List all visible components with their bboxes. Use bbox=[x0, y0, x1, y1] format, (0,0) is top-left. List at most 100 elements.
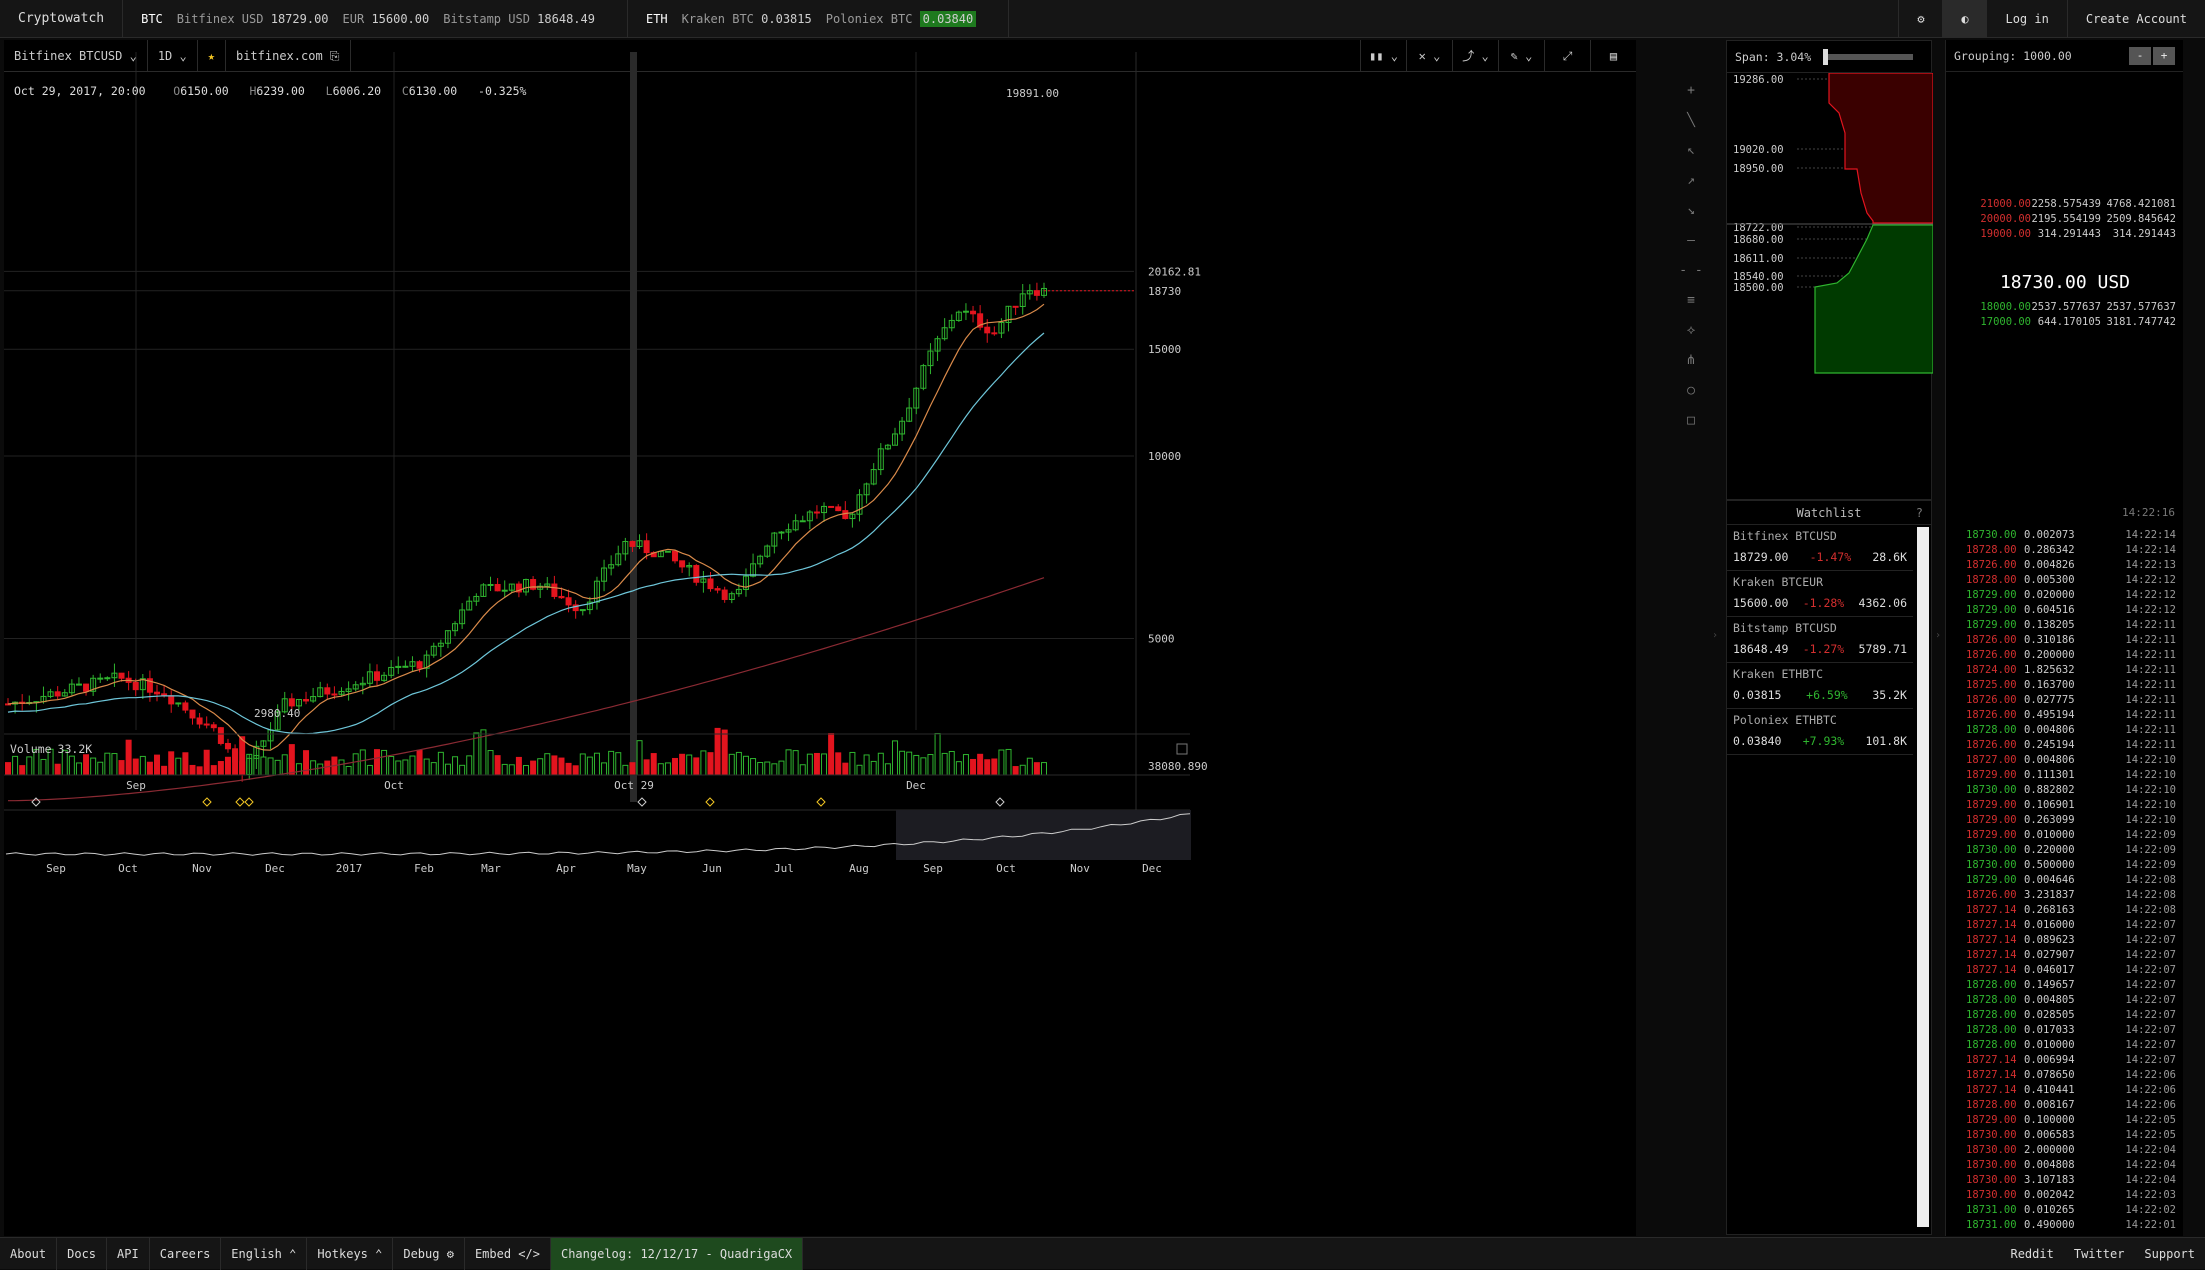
arrow-up-tool-icon[interactable]: ↗ bbox=[1687, 173, 1695, 188]
create-account-button[interactable]: Create Account bbox=[2066, 0, 2205, 38]
orderbook-total: 4768.421081 bbox=[2106, 198, 2176, 210]
orderbook-row[interactable]: 17000.00 644.170105 3181.747742 bbox=[1946, 315, 2184, 330]
slider-handle[interactable] bbox=[1823, 48, 1829, 65]
event-marker[interactable] bbox=[31, 797, 41, 807]
period-selector[interactable]: 1D ⌄ bbox=[148, 39, 198, 72]
panel-splitter-left[interactable]: › bbox=[1710, 40, 1722, 1236]
exchange-link[interactable]: bitfinex.com ⎘ bbox=[226, 39, 351, 72]
hotkeys-menu[interactable]: Hotkeys ⌃ bbox=[307, 1237, 394, 1270]
watchlist-item[interactable]: Poloniex ETHBTC 0.03840 +7.93% 101.8K bbox=[1727, 709, 1913, 755]
watchlist-scrollbar[interactable] bbox=[1917, 527, 1929, 1227]
trade-row: 18724.00 1.825632 14:22:11 bbox=[1946, 663, 2184, 678]
ticker-bitstamp-usd[interactable]: Bitstamp USD 18648.49 bbox=[443, 11, 595, 26]
contrast-icon[interactable]: ◐ bbox=[1942, 0, 1987, 38]
low-label: 2980.40 bbox=[254, 707, 300, 720]
docs-link[interactable]: Docs bbox=[57, 1237, 108, 1270]
ticker-bitfinex-usd[interactable]: Bitfinex USD 18729.00 bbox=[176, 11, 329, 26]
fan-tool-icon[interactable]: ⋔ bbox=[1685, 353, 1697, 368]
trade-amount: 0.046017 bbox=[2024, 964, 2075, 976]
span-slider[interactable] bbox=[1823, 48, 1914, 65]
btc-ticker-group[interactable]: BTC Bitfinex USD 18729.00 EUR 15600.00 B… bbox=[123, 0, 628, 38]
orderbook-row[interactable]: 18000.00 2537.577637 2537.577637 bbox=[1946, 300, 2184, 315]
watchlist-item-name: Kraken BTCEUR bbox=[1733, 575, 1824, 589]
gear-icon[interactable]: ⚙ bbox=[1898, 0, 1942, 38]
trade-price: 18730.00 bbox=[1966, 1189, 2017, 1201]
watchlist-item-values: 15600.00 -1.28% 4362.06 bbox=[1733, 596, 1907, 610]
ticker-kraken-btc[interactable]: Kraken BTC 0.03815 bbox=[681, 11, 812, 26]
trade-price: 18725.00 bbox=[1966, 679, 2017, 691]
login-button[interactable]: Log in bbox=[1986, 0, 2066, 38]
close-volume-icon[interactable] bbox=[1176, 743, 1188, 755]
arrow-down-tool-icon[interactable]: ↘ bbox=[1687, 203, 1695, 218]
orderbook-row[interactable]: 21000.00 2258.575439 4768.421081 bbox=[1946, 197, 2184, 212]
candle-body bbox=[1033, 290, 1040, 296]
watchlist-item[interactable]: Bitfinex BTCUSD 18729.00 -1.47% 28.6K bbox=[1727, 525, 1913, 571]
trade-amount: 0.410441 bbox=[2024, 1084, 2075, 1096]
depth-chart[interactable]: 19286.00 19020.00 18950.00 18722.0018680.00… bbox=[1727, 72, 1934, 499]
indicators-button[interactable]: ⤴ ⌄ bbox=[1452, 39, 1498, 72]
grouping-increase-button[interactable]: + bbox=[2153, 46, 2175, 65]
trade-amount: 3.231837 bbox=[2024, 889, 2075, 901]
volume-bar bbox=[735, 751, 742, 776]
support-link[interactable]: Support bbox=[2144, 1246, 2195, 1261]
candle-body bbox=[707, 578, 714, 590]
fib-tool-icon[interactable]: ≡ bbox=[1687, 293, 1695, 308]
event-marker[interactable] bbox=[995, 797, 1005, 807]
panel-splitter-right[interactable]: › bbox=[1933, 40, 1945, 1236]
event-marker[interactable] bbox=[244, 797, 254, 807]
embed-button[interactable]: Embed </> bbox=[465, 1237, 551, 1270]
twitter-link[interactable]: Twitter bbox=[2073, 1246, 2125, 1261]
careers-link[interactable]: Careers bbox=[150, 1237, 222, 1270]
event-marker[interactable] bbox=[637, 797, 647, 807]
event-marker[interactable] bbox=[816, 797, 826, 807]
ray-tool-icon[interactable]: ↖ bbox=[1687, 143, 1695, 158]
trade-price: 18730.00 bbox=[1966, 1159, 2017, 1171]
event-marker[interactable] bbox=[235, 797, 245, 807]
pitchfork-tool-icon[interactable]: ⟡ bbox=[1686, 323, 1696, 338]
trade-time: 14:22:11 bbox=[2125, 679, 2176, 691]
api-link[interactable]: API bbox=[107, 1237, 150, 1270]
chart-type-button[interactable]: ▮▮ ⌄ bbox=[1360, 39, 1406, 72]
event-marker[interactable] bbox=[705, 797, 715, 807]
reddit-link[interactable]: Reddit bbox=[2010, 1246, 2054, 1261]
brand-logo[interactable]: Cryptowatch bbox=[0, 0, 124, 38]
debug-button[interactable]: Debug ⚙ bbox=[393, 1237, 465, 1270]
market-selector[interactable]: Bitfinex BTCUSD ⌄ bbox=[4, 39, 148, 72]
rectangle-tool-icon[interactable]: □ bbox=[1687, 413, 1695, 428]
crosshair-button[interactable]: ✕ ⌄ bbox=[1406, 39, 1452, 72]
trade-row: 18730.00 2.000000 14:22:04 bbox=[1946, 1143, 2184, 1158]
ticker-eur[interactable]: EUR 15600.00 bbox=[342, 11, 430, 26]
line-tool-icon[interactable]: ╲ bbox=[1687, 113, 1695, 128]
help-icon[interactable]: ? bbox=[1915, 506, 1923, 520]
eth-ticker-group[interactable]: ETH Kraken BTC 0.03815 Poloniex BTC 0.03… bbox=[628, 0, 1010, 38]
volume-bar bbox=[217, 761, 224, 776]
language-selector[interactable]: English ⌃ bbox=[221, 1237, 308, 1270]
fullscreen-icon[interactable]: ⤢ bbox=[1544, 39, 1590, 72]
watchlist-item[interactable]: Kraken BTCEUR 15600.00 -1.28% 4362.06 bbox=[1727, 571, 1913, 617]
changelog-link[interactable]: Changelog: 12/12/17 - QuadrigaCX bbox=[550, 1237, 804, 1270]
crosshair-tool-icon[interactable]: + bbox=[1687, 83, 1695, 98]
layout-icon[interactable]: ▤ bbox=[1590, 39, 1636, 72]
grouping-decrease-button[interactable]: - bbox=[2129, 46, 2151, 65]
watchlist-item-volume: 5789.71 bbox=[1858, 642, 1907, 656]
price-chart[interactable]: 20162.81 18730 15000 10000 5000 19891.00 2980.… bbox=[4, 40, 1636, 1236]
ticker-poloniex-btc[interactable]: Poloniex BTC 0.03840 bbox=[826, 10, 977, 27]
event-marker[interactable] bbox=[202, 797, 212, 807]
watchlist-item-name: Kraken ETHBTC bbox=[1733, 667, 1824, 681]
watchlist-item[interactable]: Bitstamp BTCUSD 18648.49 -1.27% 5789.71 bbox=[1727, 617, 1913, 663]
star-icon[interactable]: ★ bbox=[198, 39, 226, 72]
circle-tool-icon[interactable]: ○ bbox=[1687, 383, 1695, 398]
orderbook-row[interactable]: 20000.00 2195.554199 2509.845642 bbox=[1946, 212, 2184, 227]
candle-body bbox=[856, 494, 863, 515]
trade-row: 18728.00 0.004805 14:22:07 bbox=[1946, 993, 2184, 1008]
navigator-window[interactable] bbox=[896, 810, 1191, 860]
watchlist-item[interactable]: Kraken ETHBTC 0.03815 +6.59% 35.2K bbox=[1727, 663, 1913, 709]
orderbook-row[interactable]: 19000.00 314.291443 314.291443 bbox=[1946, 227, 2184, 242]
volume-bar bbox=[558, 757, 565, 776]
about-link[interactable]: About bbox=[0, 1237, 58, 1270]
dashed-line-tool-icon[interactable]: - - bbox=[1679, 263, 1703, 278]
drawing-button[interactable]: ✎ ⌄ bbox=[1498, 39, 1544, 72]
trade-amount: 0.005300 bbox=[2024, 574, 2075, 586]
trade-row: 18726.00 0.245194 14:22:11 bbox=[1946, 738, 2184, 753]
hline-tool-icon[interactable]: — bbox=[1687, 233, 1695, 248]
